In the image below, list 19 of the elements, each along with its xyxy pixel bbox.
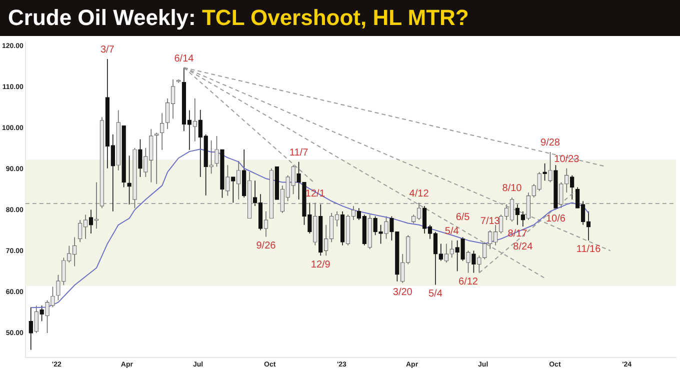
annotation: 9/28 [540,138,560,149]
annotation: 3/20 [392,286,413,298]
annotation: 8/10 [502,183,522,194]
annotation: 5/4 [428,288,443,300]
annotation: 9/26 [256,240,276,252]
annotation: 6/12 [458,276,478,288]
annotation: 10/23 [554,154,580,166]
annotation: 6/5 [456,212,470,223]
annotation: 11/7 [289,148,309,159]
annotation: 3/7 [100,44,115,56]
annotation: 5/4 [444,226,460,238]
annotation: 4/12 [409,188,430,200]
annotation: 6/14 [174,53,194,64]
annotation: 10/6 [546,213,566,224]
annotation: 11/16 [576,244,602,256]
chart-title: Crude Oil Weekly: TCL Overshoot, HL MTR? [8,5,469,31]
annotation: 12/9 [310,259,331,270]
annotation: 8/17 [508,228,528,240]
annotation: 8/24 [513,241,534,252]
